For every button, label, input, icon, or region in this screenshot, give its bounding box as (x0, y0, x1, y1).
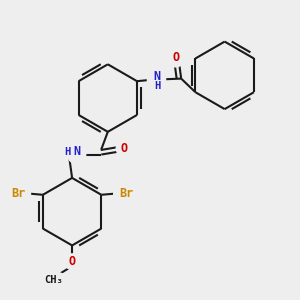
Text: H: H (154, 81, 160, 92)
Text: N: N (73, 146, 80, 158)
Text: O: O (172, 51, 180, 64)
Text: Br: Br (119, 187, 133, 200)
Ellipse shape (116, 141, 132, 157)
Ellipse shape (168, 51, 184, 67)
Ellipse shape (114, 186, 138, 201)
Ellipse shape (6, 186, 31, 201)
Text: O: O (68, 255, 76, 268)
Text: Br: Br (11, 187, 25, 200)
Text: O: O (121, 142, 128, 155)
Text: H: H (64, 147, 71, 157)
Text: N: N (153, 70, 160, 83)
Ellipse shape (68, 146, 86, 164)
Ellipse shape (64, 254, 80, 269)
Ellipse shape (41, 272, 67, 288)
Ellipse shape (147, 71, 166, 89)
Text: CH₃: CH₃ (45, 275, 63, 285)
